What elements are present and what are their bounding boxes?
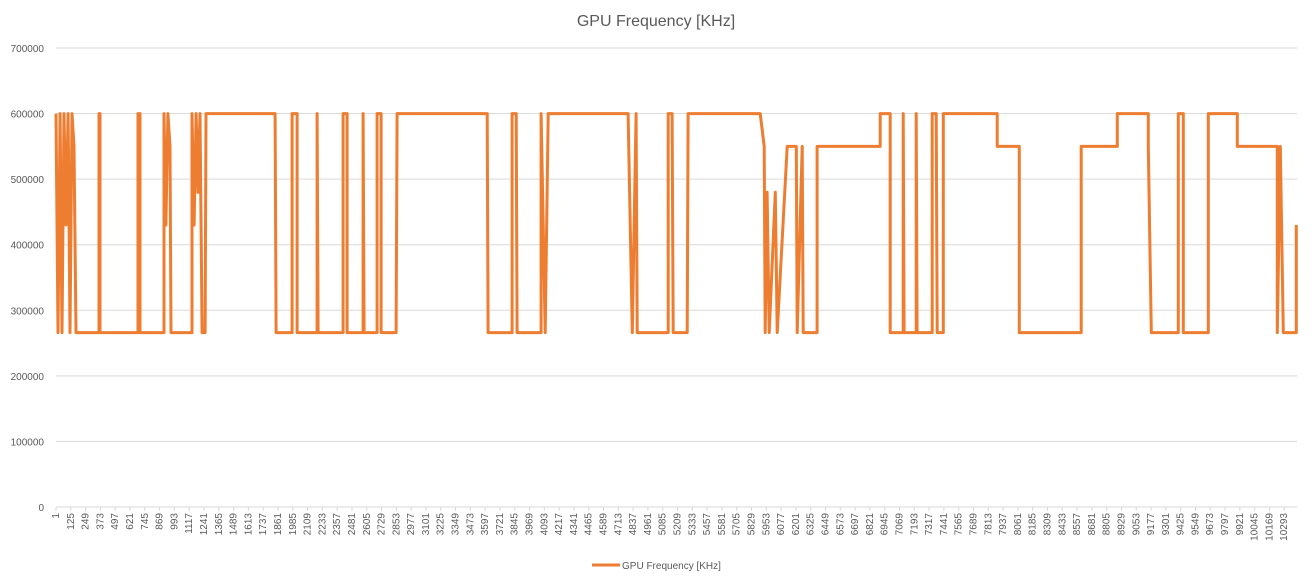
x-tick-label: 7069	[894, 513, 905, 536]
x-tick-label: 7441	[939, 513, 950, 536]
x-tick-label: 621	[125, 513, 136, 530]
x-tick-label: 9797	[1220, 513, 1231, 536]
x-tick-label: 9673	[1205, 513, 1216, 536]
x-tick-label: 10293	[1279, 513, 1290, 541]
x-tick-label: 6077	[776, 513, 787, 536]
x-tick-label: 4837	[628, 513, 639, 536]
x-tick-label: 1	[51, 513, 62, 519]
x-tick-label: 4713	[613, 513, 624, 536]
x-tick-label: 5829	[747, 513, 758, 536]
x-tick-label: 9921	[1235, 513, 1246, 536]
x-tick-label: 8557	[1072, 513, 1083, 536]
x-tick-label: 6201	[791, 513, 802, 536]
x-tick-label: 4465	[584, 513, 595, 536]
y-tick-label: 600000	[11, 110, 45, 121]
x-tick-label: 6697	[850, 513, 861, 536]
x-tick-label: 7193	[909, 513, 920, 536]
x-tick-label: 4217	[554, 513, 565, 536]
x-tick-label: 5953	[761, 513, 772, 536]
x-tick-label: 8433	[1057, 513, 1068, 536]
x-tick-label: 8061	[1013, 513, 1024, 536]
x-tick-label: 7689	[968, 513, 979, 536]
x-tick-label: 6325	[806, 513, 817, 536]
x-tick-label: 4093	[539, 513, 550, 536]
y-tick-label: 400000	[11, 241, 45, 252]
x-tick-label: 7317	[924, 513, 935, 536]
x-tick-label: 9177	[1146, 513, 1157, 536]
x-tick-label: 5333	[687, 513, 698, 536]
x-tick-label: 8681	[1087, 513, 1098, 536]
x-tick-label: 2109	[303, 513, 314, 536]
x-tick-label: 3721	[495, 513, 506, 536]
x-tick-label: 497	[110, 513, 121, 530]
x-tick-label: 3597	[480, 513, 491, 536]
x-tick-label: 3845	[510, 513, 521, 536]
x-tick-label: 2605	[362, 513, 373, 536]
x-tick-label: 10169	[1264, 513, 1275, 541]
x-tick-label: 1613	[243, 513, 254, 536]
y-tick-label: 300000	[11, 306, 45, 317]
x-tick-label: 869	[155, 513, 166, 530]
x-tick-label: 8805	[1102, 513, 1113, 536]
x-tick-label: 249	[81, 513, 92, 530]
x-tick-label: 2481	[347, 513, 358, 536]
x-tick-label: 7937	[998, 513, 1009, 536]
x-tick-label: 2357	[332, 513, 343, 536]
x-tick-label: 3101	[421, 513, 432, 536]
x-tick-label: 2977	[406, 513, 417, 536]
x-tick-label: 993	[169, 513, 180, 530]
x-tick-label: 5457	[702, 513, 713, 536]
x-tick-label: 6945	[880, 513, 891, 536]
x-tick-label: 1117	[184, 513, 195, 534]
x-tick-label: 3473	[465, 513, 476, 536]
y-tick-label: 700000	[11, 44, 45, 55]
x-tick-label: 9053	[1131, 513, 1142, 536]
x-tick-label: 5705	[732, 513, 743, 536]
x-tick-label: 3225	[436, 513, 447, 536]
x-tick-label: 5209	[673, 513, 684, 536]
x-tick-label: 5581	[717, 513, 728, 536]
x-tick-label: 4341	[569, 513, 580, 536]
x-tick-label: 1737	[258, 513, 269, 536]
x-tick-label: 7565	[954, 513, 965, 536]
legend-label: GPU Frequency [KHz]	[622, 561, 721, 572]
x-tick-label: 1489	[229, 513, 240, 536]
line	[54, 112, 1298, 335]
x-tick-label: 1241	[199, 513, 210, 536]
x-tick-label: 1861	[273, 513, 284, 536]
x-tick-label: 6449	[820, 513, 831, 536]
x-tick-label: 5085	[658, 513, 669, 536]
x-tick-label: 8929	[1116, 513, 1127, 536]
x-tick-label: 10045	[1250, 513, 1261, 541]
x-tick-label: 8309	[1042, 513, 1053, 536]
x-tick-label: 3349	[451, 513, 462, 536]
x-tick-label: 8185	[1028, 513, 1039, 536]
x-tick-label: 4961	[643, 513, 654, 536]
x-tick-label: 9425	[1176, 513, 1187, 536]
x-tick-label: 4589	[599, 513, 610, 536]
y-tick-label: 100000	[11, 437, 45, 448]
x-tick-label: 745	[140, 513, 151, 530]
x-tick-label: 1985	[288, 513, 299, 536]
chart-title: GPU Frequency [KHz]	[577, 13, 735, 30]
x-tick-label: 2729	[377, 513, 388, 536]
x-tick-label: 2233	[317, 513, 328, 536]
x-tick-label: 6821	[865, 513, 876, 536]
x-tick-label: 373	[95, 513, 106, 530]
x-tick-label: 6573	[835, 513, 846, 536]
x-tick-label: 9301	[1161, 513, 1172, 536]
y-tick-label: 500000	[11, 175, 45, 186]
y-tick-label: 200000	[11, 372, 45, 383]
x-tick-label: 9549	[1190, 513, 1201, 536]
x-tick-label: 2853	[391, 513, 402, 536]
y-tick-label: 0	[38, 503, 44, 514]
x-tick-label: 1365	[214, 513, 225, 536]
x-tick-label: 125	[66, 513, 77, 530]
x-tick-label: 7813	[983, 513, 994, 536]
x-tick-label: 3969	[525, 513, 536, 536]
